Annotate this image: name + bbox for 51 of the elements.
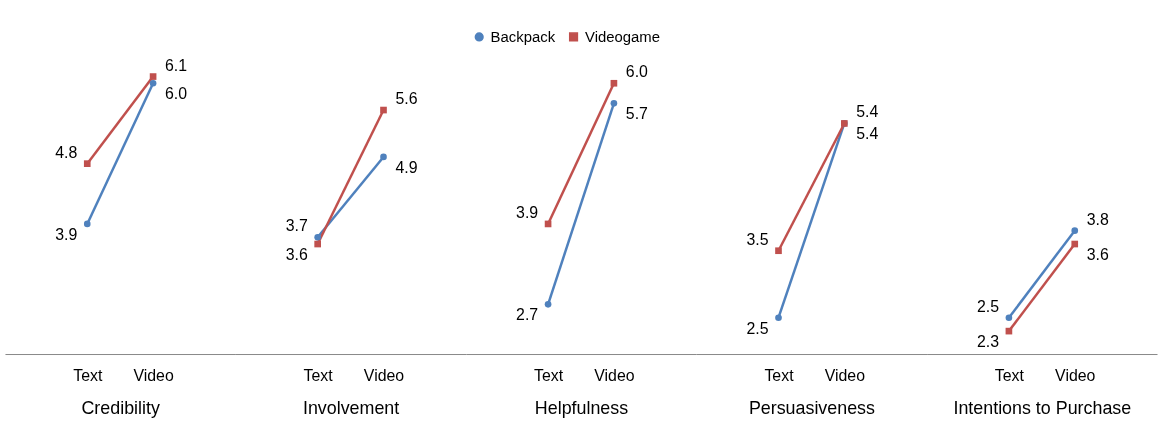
point (610, 79, 618, 87)
x-axis-title: Involvement (302, 398, 400, 419)
data-label: 6.0 (625, 63, 649, 81)
data-label: 6.0 (165, 85, 188, 103)
point (380, 153, 387, 161)
data-label: 5.4 (856, 125, 879, 143)
x-axis-title: Intentions to Purchase (953, 398, 1132, 419)
x-tick-label: Video (363, 367, 405, 385)
data-label: 4.8 (55, 143, 78, 161)
data-label: 5.7 (625, 105, 649, 123)
point (314, 234, 321, 241)
data-label: 3.7 (285, 217, 308, 235)
data-label: 3.9 (516, 203, 539, 221)
x-tick-label: Video (594, 367, 635, 385)
legend-label: Backpack (490, 28, 556, 45)
point (544, 300, 552, 308)
data-label: 3.5 (746, 230, 769, 248)
point (380, 106, 387, 114)
x-tick-label: Video (133, 367, 174, 385)
data-label: 2.7 (516, 306, 539, 324)
data-label: 4.9 (395, 158, 418, 176)
x-tick-label: Text (534, 367, 564, 385)
data-label: 3.6 (1086, 245, 1109, 263)
point (83, 160, 91, 167)
x-tick-label: Text (764, 367, 795, 385)
x-axis-title: Persuasiveness (748, 398, 876, 419)
point (83, 220, 91, 228)
data-label: 5.4 (856, 103, 879, 121)
data-label: 2.3 (976, 333, 1000, 350)
point (1071, 240, 1079, 248)
data-label: 2.5 (976, 297, 1000, 315)
data-label: 3.9 (55, 225, 78, 243)
x-tick-label: Text (73, 367, 103, 385)
x-axis-title: Helpfulness (534, 398, 629, 419)
x-tick-label: Text (994, 367, 1025, 385)
point (1071, 227, 1079, 234)
point (1005, 314, 1013, 322)
point (149, 73, 157, 80)
x-tick-label: Text (303, 367, 334, 385)
data-label: 5.6 (395, 90, 418, 108)
x-tick-label: Video (824, 367, 866, 385)
x-axis-title: Credibility (81, 398, 160, 419)
data-label: 3.6 (285, 245, 308, 263)
point (314, 240, 321, 248)
point (610, 100, 618, 107)
legend-label: Videogame (584, 28, 660, 45)
data-label: 2.5 (746, 319, 769, 337)
x-tick-label: Video (1055, 367, 1096, 385)
data-label: 6.1 (165, 56, 188, 74)
data-label: 3.8 (1086, 210, 1109, 228)
point (149, 79, 157, 87)
